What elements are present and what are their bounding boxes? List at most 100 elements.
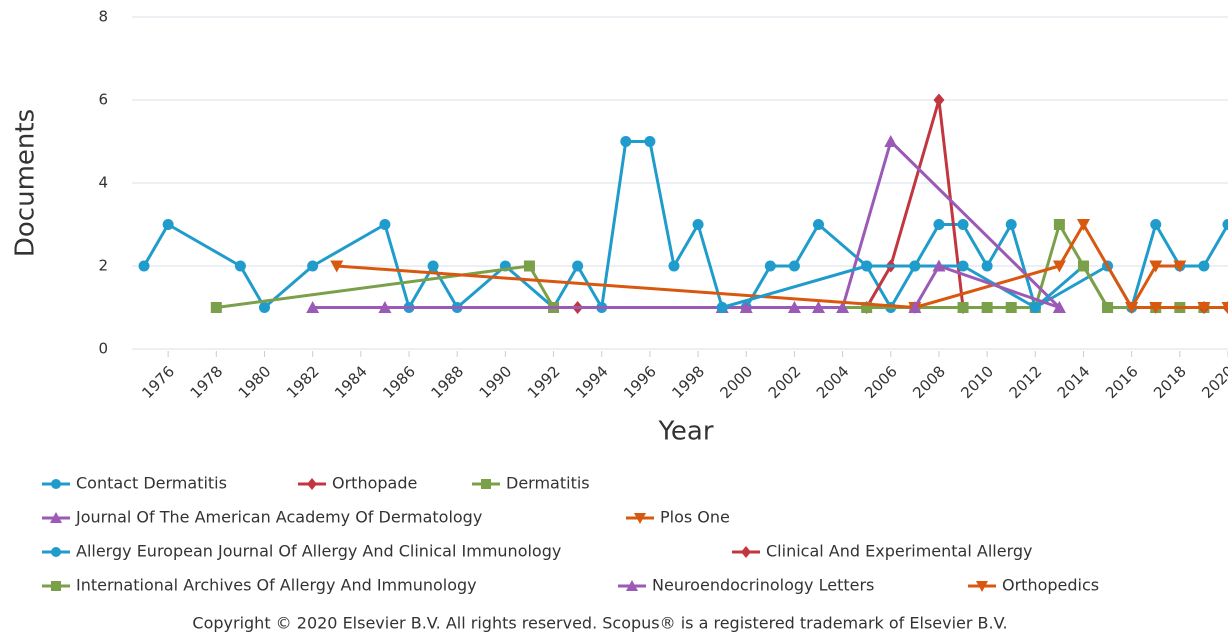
legend-item: Orthopedics: [968, 576, 1099, 595]
marker: [861, 260, 873, 272]
x-tick-label: 2010: [957, 362, 997, 402]
legend-item: Neuroendocrinology Letters: [618, 576, 874, 595]
legend-label: Clinical And Experimental Allergy: [766, 542, 1033, 561]
x-tick-label: 1976: [138, 362, 178, 402]
legend-label: Allergy European Journal Of Allergy And …: [76, 542, 561, 561]
legend-label: Orthopade: [332, 474, 417, 493]
marker: [788, 260, 800, 272]
legend-label: Orthopedics: [1002, 576, 1099, 595]
marker: [836, 301, 850, 313]
x-tick-label: 2002: [765, 362, 805, 402]
legend-item: Allergy European Journal Of Allergy And …: [42, 542, 561, 561]
x-tick-label: 2018: [1150, 362, 1190, 402]
marker: [1052, 301, 1066, 313]
marker: [933, 219, 945, 230]
marker: [739, 301, 753, 313]
legend-label: International Archives Of Allergy And Im…: [76, 576, 477, 595]
series-line: [1082, 265, 1109, 309]
marker: [1221, 302, 1228, 314]
legend-item: Orthopade: [298, 474, 417, 493]
x-tick-label: 1996: [620, 362, 660, 402]
legend-label: Contact Dermatitis: [76, 474, 227, 493]
marker: [909, 260, 921, 272]
marker: [933, 93, 945, 107]
marker: [1222, 219, 1228, 230]
marker: [981, 302, 993, 313]
x-tick-label: 1978: [187, 362, 227, 402]
y-tick-label: 8: [98, 8, 108, 26]
x-tick-label: 1982: [283, 362, 323, 402]
marker: [307, 478, 317, 490]
x-tick-label: 2020: [1198, 362, 1228, 402]
x-tick-label: 2014: [1054, 362, 1094, 402]
x-tick-label: 2000: [717, 362, 757, 402]
marker: [51, 479, 61, 489]
legend-item: International Archives Of Allergy And Im…: [42, 576, 477, 595]
marker: [716, 302, 728, 313]
marker: [138, 260, 150, 272]
marker: [626, 580, 638, 591]
x-tick-label: 1988: [427, 362, 467, 402]
marker: [210, 302, 222, 313]
marker: [861, 302, 873, 313]
marker: [620, 136, 632, 147]
marker: [764, 260, 776, 272]
marker: [1005, 302, 1017, 313]
marker: [162, 219, 174, 230]
x-tick-label: 1980: [235, 362, 275, 402]
marker: [1076, 219, 1090, 231]
legend-item: Clinical And Experimental Allergy: [732, 542, 1033, 561]
marker: [884, 135, 898, 147]
marker: [1052, 260, 1066, 273]
marker: [1198, 260, 1210, 272]
marker: [813, 219, 825, 230]
marker: [572, 260, 584, 272]
legend-item: Contact Dermatitis: [42, 474, 227, 493]
series-line: [577, 98, 965, 309]
series: [572, 93, 969, 314]
y-axis-title: Documents: [11, 109, 41, 257]
legend-item: Plos One: [626, 508, 730, 527]
x-tick-label: 1994: [572, 362, 612, 402]
series: [1077, 260, 1114, 313]
legend-label: Plos One: [660, 508, 730, 527]
marker: [51, 547, 61, 557]
marker: [379, 219, 391, 230]
marker: [1150, 219, 1162, 230]
x-axis-title: Year: [657, 417, 713, 447]
x-tick-label: 1990: [476, 362, 516, 402]
y-tick-label: 2: [98, 257, 108, 275]
legend-label: Neuroendocrinology Letters: [652, 576, 874, 595]
marker: [1029, 302, 1041, 313]
marker: [51, 581, 61, 591]
marker: [330, 260, 344, 273]
x-tick-label: 2012: [1006, 362, 1046, 402]
marker: [306, 301, 320, 313]
marker: [957, 219, 969, 230]
legend-item: Dermatitis: [472, 474, 590, 493]
marker: [976, 581, 988, 592]
marker: [741, 546, 751, 558]
marker: [1125, 302, 1139, 314]
marker: [812, 301, 826, 313]
marker: [787, 301, 801, 313]
marker: [1102, 302, 1114, 313]
copyright: Copyright © 2020 Elsevier B.V. All right…: [192, 614, 1007, 633]
marker: [427, 260, 439, 272]
marker: [481, 479, 491, 489]
legend-label: Journal Of The American Academy Of Derma…: [75, 508, 482, 527]
marker: [634, 513, 646, 524]
x-tick-label: 2008: [909, 362, 949, 402]
marker: [378, 301, 392, 313]
marker: [258, 302, 270, 313]
x-tick-label: 2004: [813, 362, 853, 402]
marker: [50, 512, 62, 523]
y-tick-label: 4: [98, 174, 108, 192]
marker: [1197, 302, 1211, 314]
marker: [307, 260, 319, 272]
x-tick-label: 1992: [524, 362, 564, 402]
x-tick-label: 2016: [1102, 362, 1142, 402]
marker: [523, 260, 535, 272]
marker: [957, 302, 969, 313]
